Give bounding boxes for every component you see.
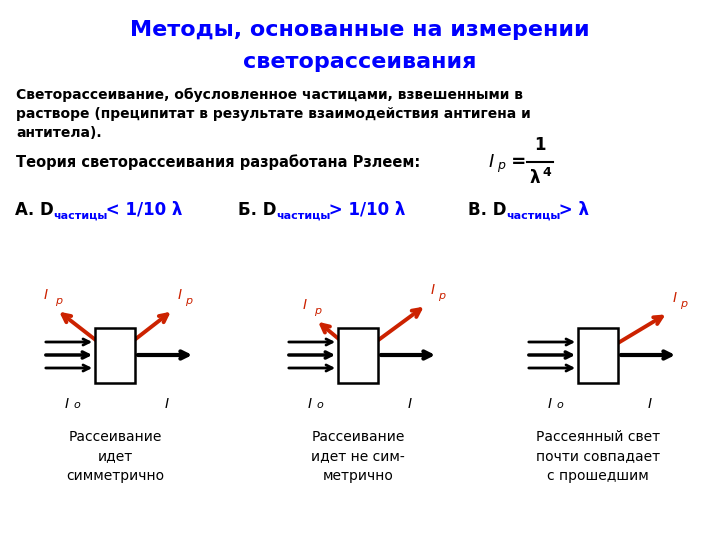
Text: Рассеивание
идет не сим-
метрично: Рассеивание идет не сим- метрично	[311, 430, 405, 483]
Text: $p$: $p$	[314, 306, 323, 318]
Text: $p$: $p$	[55, 296, 63, 308]
Text: 4: 4	[543, 165, 552, 179]
Text: $p$: $p$	[497, 160, 506, 174]
Text: Рассеивание
идет
симметрично: Рассеивание идет симметрично	[66, 430, 164, 483]
Text: Б. D: Б. D	[238, 201, 276, 219]
Text: $o$: $o$	[73, 401, 81, 410]
Text: =: =	[505, 153, 526, 171]
Text: $p$: $p$	[680, 299, 688, 311]
Bar	[578, 327, 618, 382]
Text: < 1/10 λ: < 1/10 λ	[100, 201, 182, 219]
Text: $I$: $I$	[64, 396, 70, 410]
Text: $I$: $I$	[547, 396, 553, 410]
Text: $p$: $p$	[185, 296, 194, 308]
Bar	[338, 327, 378, 382]
Text: светорассеивания: светорассеивания	[243, 52, 477, 72]
Text: $I$: $I$	[307, 396, 313, 410]
Text: $p$: $p$	[438, 291, 446, 303]
Text: > λ: > λ	[553, 201, 589, 219]
Text: $I$: $I$	[43, 288, 49, 302]
Text: $I$: $I$	[407, 396, 413, 410]
Text: частицы: частицы	[53, 211, 107, 221]
Text: частицы: частицы	[276, 211, 330, 221]
Text: $I$: $I$	[302, 298, 308, 312]
Text: $I$: $I$	[164, 396, 170, 410]
Text: $I$: $I$	[430, 283, 436, 297]
Text: 1: 1	[534, 136, 546, 154]
Bar	[95, 327, 135, 382]
Text: λ: λ	[530, 169, 540, 187]
Text: $I$: $I$	[488, 153, 495, 171]
Text: Рассеянный свет
почти совпадает
с прошедшим: Рассеянный свет почти совпадает с прошед…	[536, 430, 660, 483]
Text: В. D: В. D	[468, 201, 506, 219]
Text: $I$: $I$	[177, 288, 183, 302]
Text: А. D: А. D	[15, 201, 54, 219]
Text: Теория светорассеивания разработана Рзлеем:: Теория светорассеивания разработана Рзле…	[16, 154, 420, 170]
Text: Методы, основанные на измерении: Методы, основанные на измерении	[130, 20, 590, 40]
Text: $I$: $I$	[672, 291, 678, 305]
Text: $o$: $o$	[556, 401, 564, 410]
Text: $I$: $I$	[647, 396, 653, 410]
Text: > 1/10 λ: > 1/10 λ	[323, 201, 405, 219]
Text: Светорассеивание, обусловленное частицами, взвешенными в
растворе (преципитат в : Светорассеивание, обусловленное частицам…	[16, 88, 531, 140]
Text: $o$: $o$	[316, 401, 324, 410]
Text: частицы: частицы	[506, 211, 560, 221]
